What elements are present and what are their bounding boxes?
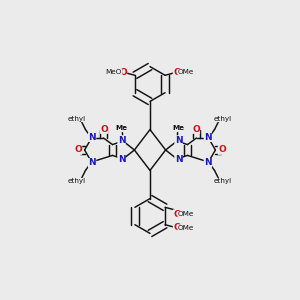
Text: Me: Me — [172, 125, 184, 131]
Text: N: N — [175, 155, 182, 164]
Text: O: O — [119, 68, 127, 77]
Text: N: N — [175, 136, 182, 145]
Text: N: N — [204, 133, 212, 142]
Text: O: O — [173, 68, 181, 77]
Text: Me: Me — [116, 125, 128, 131]
Text: N: N — [88, 133, 96, 142]
Text: OMe: OMe — [178, 225, 194, 231]
Text: N: N — [118, 155, 125, 164]
Text: N: N — [204, 158, 212, 167]
Text: O: O — [74, 146, 82, 154]
Text: MeO: MeO — [106, 69, 122, 75]
Text: ethyl: ethyl — [68, 178, 86, 184]
Text: O: O — [100, 124, 108, 134]
Text: OMe: OMe — [178, 211, 194, 217]
Text: O: O — [173, 223, 181, 232]
Text: ethyl: ethyl — [214, 116, 232, 122]
Text: OMe: OMe — [178, 69, 194, 75]
Text: O: O — [173, 210, 181, 219]
Text: N: N — [118, 136, 125, 145]
Text: O: O — [192, 124, 200, 134]
Text: O: O — [218, 146, 226, 154]
Text: ethyl: ethyl — [68, 116, 86, 122]
Text: ethyl: ethyl — [214, 178, 232, 184]
Text: N: N — [88, 158, 96, 167]
